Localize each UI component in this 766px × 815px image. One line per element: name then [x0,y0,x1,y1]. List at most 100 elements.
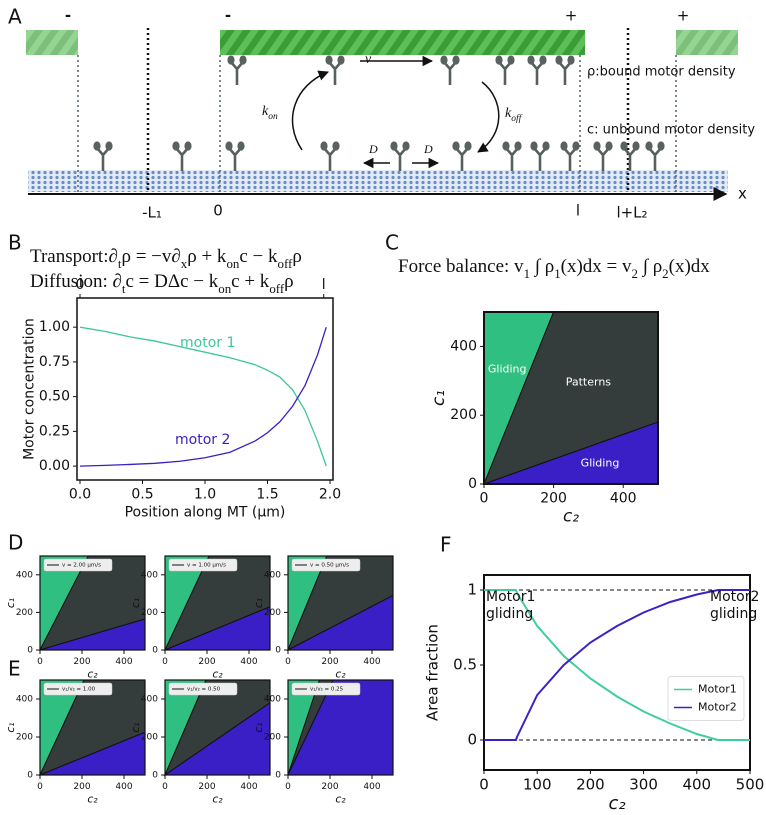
y-tick-label: 200 [16,608,33,618]
text-part: ρ = −v∂ [121,246,180,267]
chart: 0 200 400 0 200 400 c₂ c₁ v₁/v₂ = 0.25 [252,679,394,805]
chart: 0 200 400 0 200 400 c₂ c₁ v₁/v₂ = 0.50 [129,679,271,805]
x-axis-label: Position along MT (μm) [125,504,286,520]
text-part: ρ [284,271,293,292]
x-tick-label: 0 [285,657,291,667]
top-tick-label: l [322,277,326,293]
chart: 0 200 400 0 200 400 c₂ c₁ v = 0.50 μm/s [252,555,394,680]
free-motor [452,141,471,171]
text-part: Transport:∂ [30,246,118,267]
plot-frame [164,555,271,651]
text-part: ρ [292,246,301,267]
x-tick-label: 400 [682,776,711,794]
subscript: off [511,113,522,124]
microtubule [220,30,585,55]
legend-label: v = 2.00 μm/s [62,563,101,569]
text-part: ∫ ρ [530,256,554,278]
text-part: Diffusion: ∂ [30,271,122,292]
x-tick-label: 0 [162,782,168,792]
text-part: c − k [239,246,278,267]
text-part: k [262,104,269,119]
free-motor [172,141,191,171]
kon-label: kon [262,104,278,122]
y-tick-label: 200 [450,407,477,423]
x-tick-label: 1.5 [256,486,278,502]
x-tick-label: 0 [479,776,489,794]
text-part: Force balance: v [398,256,524,277]
chart: 0.0 0.5 1.0 1.5 2.0 0.00 0.25 0.50 0.75 1.00 0 l Pos… [21,277,341,520]
subscript: off [269,281,285,296]
y-axis-label: c₁ [4,598,17,608]
diagram: - - + + ρ:bound motor density c: unbound… [26,7,755,222]
top-tick-label: 0 [76,277,85,293]
x-tick-label: 200 [321,782,338,792]
y-tick-label: 0.00 [39,458,70,474]
x-tick-label: 200 [73,657,90,667]
x-axis-label: c₂ [335,667,346,680]
arrow [291,70,329,151]
annotation: gliding [710,606,757,622]
rho-label: ρ:bound motor density [587,65,736,80]
y-tick-label: 200 [264,608,281,618]
end-label: - [225,7,231,25]
region-label: Patterns [566,376,612,389]
x-axis-label: c₂ [212,792,223,805]
text-part: ρ + k [187,246,227,267]
y-tick-label: 400 [450,338,477,354]
x-tick-label: 100 [523,776,552,794]
series-line [484,589,750,741]
y-tick-label: 200 [141,733,158,743]
y-axis-label: c₁ [4,722,17,732]
free-motor [530,141,549,171]
arrow [477,81,500,153]
y-axis-label: c₁ [252,598,265,608]
annotation: gliding [486,606,533,622]
x-tick-label: 1.0 [194,486,216,502]
x-tick-label: 200 [321,657,338,667]
legend-box [667,676,745,721]
bound-motor [555,55,574,85]
chart: 0 100 200 300 400 500 0 0.5 1 c₂ Area fraction Moto… [424,574,764,814]
legend-box [43,682,113,696]
panel-label: D [8,531,23,555]
y-tick-label: 400 [264,570,281,580]
plot-frame [287,555,394,651]
series-line [79,326,327,467]
x-tick-label: 300 [629,776,658,794]
x-tick-label: 0 [480,490,489,506]
text-part: ∫ ρ [638,256,662,278]
x-tick-label: 400 [610,490,637,506]
end-label: + [565,7,578,25]
subscript: on [268,112,278,122]
legend-box [291,682,361,696]
x-tick-label: 200 [198,782,215,792]
panel-label: B [8,231,22,255]
plot-frame [39,679,146,776]
x-axis-label: c₂ [212,667,223,680]
x-tick-label: 400 [240,782,257,792]
region-label: Gliding [581,456,620,469]
motors [93,55,664,171]
subscript: off [278,256,294,271]
equation: Diffusion: ∂tc = DΔc − konc + koffρ [30,271,294,296]
subscript: t [122,281,126,296]
x-axis-label: c₂ [335,792,346,805]
x-tick-label: 2.0 [319,486,341,502]
text-part: c + k [231,271,270,292]
legend-label: Motor2 [698,701,737,714]
y-tick-label: 1 [467,581,477,599]
bound-motor [495,55,514,85]
x-tick-label: 0 [285,782,291,792]
plot-frame [76,297,334,481]
subscript: t [118,256,122,271]
y-tick-label: 400 [16,695,33,705]
diffusion-label: D [368,142,378,156]
subscript: 1 [524,266,530,281]
y-tick-label: 200 [141,608,158,618]
x-axis-label: c₂ [563,505,579,525]
plot-frame [287,679,394,776]
bound-motor [440,55,459,85]
diffusion-label: D [423,142,433,156]
plot-frame [483,574,751,771]
position-label: -L₁ [142,204,162,222]
